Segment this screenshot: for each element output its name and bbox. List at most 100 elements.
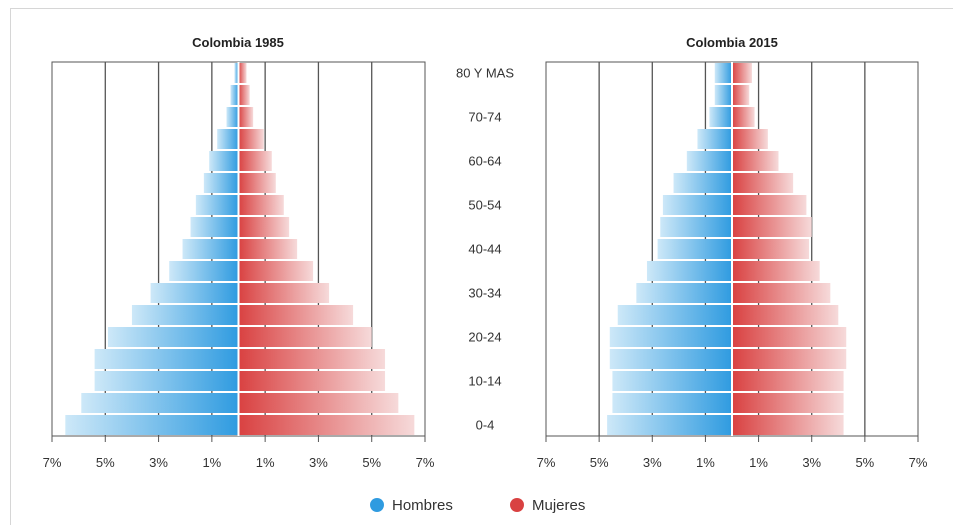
bar-mujeres-80 Y MAS [732,63,752,83]
pyramid-1985: 7% 5% 3% 1% 1% 3% 5% 7% [43,61,435,470]
legend-hombres-marker [370,498,384,512]
bar-mujeres-60-64 [238,151,272,171]
bar-mujeres-55-59 [238,173,276,193]
x-tick-label: 1% [256,455,275,470]
bar-hombres-10-14 [612,371,732,391]
bar-hombres-5-9 [81,393,239,413]
bar-mujeres-5-9 [732,393,844,413]
age-label: 60-64 [468,154,501,169]
bar-mujeres-35-39 [732,261,820,281]
bar-hombres-45-49 [660,217,732,237]
bar-hombres-65-69 [217,129,239,149]
bar-hombres-60-64 [209,151,239,171]
bar-mujeres-25-29 [732,305,839,325]
bar-mujeres-50-54 [732,195,807,215]
age-label: 50-54 [468,198,501,213]
bar-hombres-50-54 [195,195,239,215]
bar-hombres-35-39 [169,261,239,281]
x-tick-label: 3% [309,455,328,470]
bar-hombres-55-59 [673,173,732,193]
bar-mujeres-70-74 [732,107,755,127]
bar-hombres-5-9 [612,393,732,413]
bar-hombres-70-74 [709,107,732,127]
bar-hombres-65-69 [697,129,732,149]
bar-mujeres-0-4 [238,415,415,435]
bar-mujeres-0-4 [732,415,844,435]
x-tick-label: 3% [643,455,662,470]
bar-hombres-45-49 [190,217,239,237]
bar-hombres-80 Y MAS [234,63,239,83]
x-tick-label: 3% [149,455,168,470]
bar-hombres-70-74 [226,107,239,127]
bar-mujeres-20-24 [732,327,847,347]
bar-hombres-80 Y MAS [714,63,732,83]
bar-mujeres-50-54 [238,195,284,215]
bar-hombres-30-34 [636,283,732,303]
x-tick-label: 5% [362,455,381,470]
bar-mujeres-65-69 [732,129,768,149]
bar-hombres-15-19 [94,349,239,369]
bar-hombres-75-79 [230,85,239,105]
x-tick-label: 7% [537,455,556,470]
bar-mujeres-15-19 [732,349,847,369]
x-tick-label: 3% [802,455,821,470]
bar-mujeres-10-14 [732,371,844,391]
bar-mujeres-25-29 [238,305,354,325]
bar-hombres-20-24 [609,327,732,347]
bar-hombres-0-4 [607,415,732,435]
bar-mujeres-80 Y MAS [238,63,247,83]
bar-mujeres-35-39 [238,261,314,281]
bar-mujeres-15-19 [238,349,386,369]
pyramid-2015: 7% 5% 3% 1% 1% 3% 5% 7% [537,61,928,470]
chart-title-1985: Colombia 1985 [192,35,284,50]
bar-hombres-0-4 [65,415,239,435]
bar-hombres-60-64 [686,151,732,171]
x-tick-label: 5% [96,455,115,470]
bar-hombres-30-34 [150,283,239,303]
age-label: 70-74 [468,110,501,125]
age-label: 20-24 [468,330,501,345]
bar-hombres-55-59 [203,173,239,193]
legend-hombres-label: Hombres [392,497,453,514]
bar-mujeres-60-64 [732,151,779,171]
figure-frame [10,8,953,525]
legend: Hombres Mujeres [370,497,585,514]
bar-hombres-35-39 [646,261,732,281]
age-label: 80 Y MAS [456,66,514,81]
bar-mujeres-30-34 [238,283,330,303]
bar-hombres-20-24 [107,327,239,347]
bar-hombres-25-29 [131,305,239,325]
bar-hombres-50-54 [662,195,732,215]
bar-mujeres-40-44 [238,239,298,259]
x-tick-label: 1% [202,455,221,470]
x-tick-label: 7% [43,455,62,470]
bar-hombres-40-44 [182,239,239,259]
legend-mujeres-marker [510,498,524,512]
x-tick-label: 1% [696,455,715,470]
bar-mujeres-40-44 [732,239,810,259]
x-tick-label: 5% [855,455,874,470]
age-label: 10-14 [468,374,501,389]
bar-mujeres-75-79 [732,85,750,105]
age-group-labels: 0-4 10-14 20-24 30-34 40-44 50-54 60-64 70-74 80… [456,66,514,433]
bar-hombres-15-19 [609,349,732,369]
age-label: 40-44 [468,242,501,257]
bar-hombres-25-29 [617,305,732,325]
bar-mujeres-55-59 [732,173,794,193]
legend-mujeres-label: Mujeres [532,497,585,514]
bar-hombres-10-14 [94,371,239,391]
bar-mujeres-45-49 [238,217,290,237]
bar-mujeres-65-69 [238,129,264,149]
bar-mujeres-10-14 [238,371,386,391]
bar-mujeres-5-9 [238,393,399,413]
bar-mujeres-30-34 [732,283,831,303]
age-label: 0-4 [476,418,495,433]
bar-hombres-75-79 [714,85,732,105]
bar-mujeres-75-79 [238,85,250,105]
x-tick-label: 7% [416,455,435,470]
x-tick-label: 7% [909,455,928,470]
chart-title-2015: Colombia 2015 [686,35,778,50]
age-label: 30-34 [468,286,501,301]
x-tick-label: 5% [590,455,609,470]
